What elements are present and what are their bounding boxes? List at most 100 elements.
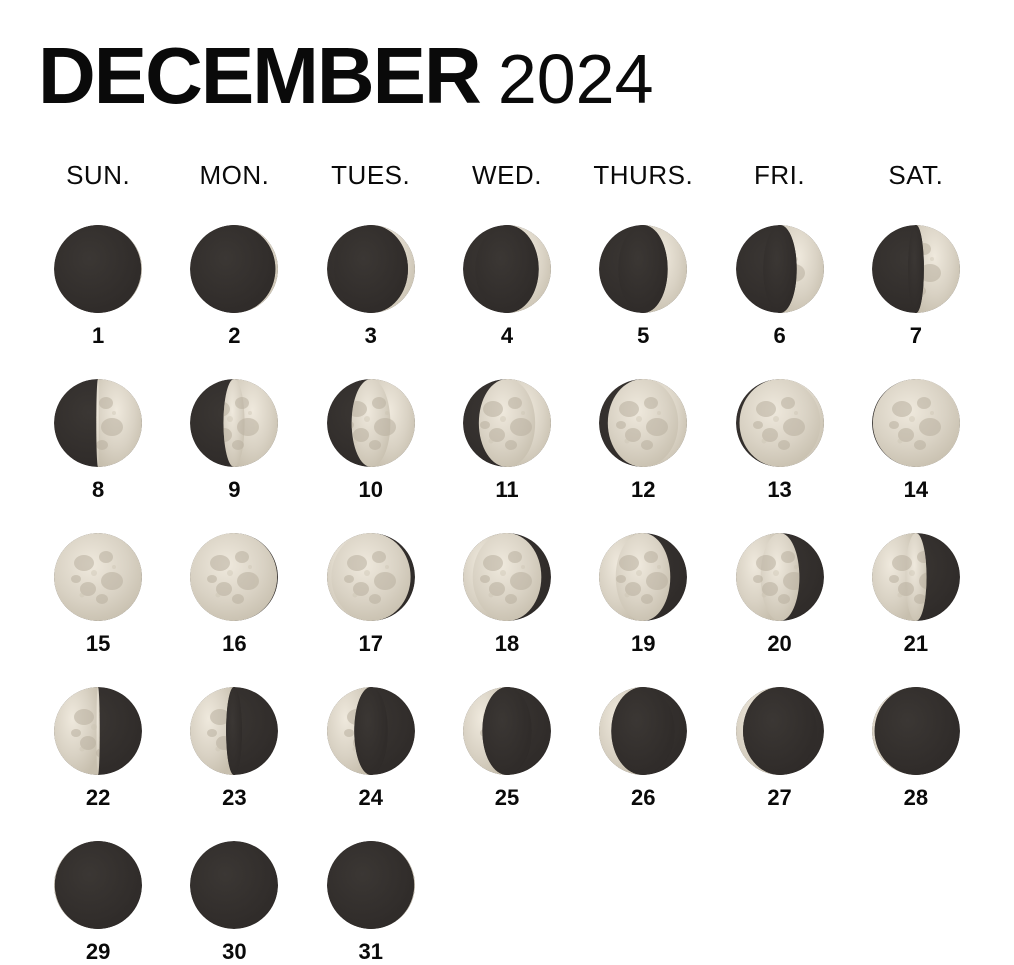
moon-phase-icon: [54, 687, 142, 775]
moon-phase-icon: [190, 225, 278, 313]
moon-phase-icon: [54, 225, 142, 313]
day-header: MON.: [166, 160, 302, 191]
moon-phase-icon: [599, 533, 687, 621]
calendar-day: 27: [711, 687, 847, 811]
day-header: FRI.: [711, 160, 847, 191]
day-number: 1: [92, 323, 104, 349]
moon-phase-icon: [190, 687, 278, 775]
moon-phase-icon: [463, 533, 551, 621]
calendar-day: 6: [711, 225, 847, 349]
moon-phase-icon: [872, 379, 960, 467]
calendar-day: 16: [166, 533, 302, 657]
calendar-day: 19: [575, 533, 711, 657]
calendar-day: 2: [166, 225, 302, 349]
day-number: 24: [358, 785, 382, 811]
moon-phase-icon: [736, 225, 824, 313]
day-number: 15: [86, 631, 110, 657]
moon-phase-icon: [190, 379, 278, 467]
day-number: 10: [358, 477, 382, 503]
calendar-day: 26: [575, 687, 711, 811]
day-number: 31: [358, 939, 382, 965]
moon-phase-icon: [54, 841, 142, 929]
day-header: SUN.: [30, 160, 166, 191]
year-label: 2024: [498, 39, 654, 119]
moon-phase-icon: [327, 379, 415, 467]
day-number: 13: [767, 477, 791, 503]
calendar-day: 10: [303, 379, 439, 503]
month-label: DECEMBER: [38, 30, 480, 122]
day-number: 6: [773, 323, 785, 349]
moon-phase-icon: [327, 533, 415, 621]
day-number: 19: [631, 631, 655, 657]
day-number: 30: [222, 939, 246, 965]
calendar-day: 23: [166, 687, 302, 811]
calendar-day: 30: [166, 841, 302, 965]
moon-phase-icon: [327, 225, 415, 313]
day-number: 11: [495, 477, 518, 503]
moon-phase-icon: [327, 841, 415, 929]
moon-phase-icon: [54, 379, 142, 467]
moon-phase-icon: [599, 225, 687, 313]
calendar-day: 5: [575, 225, 711, 349]
day-number: 14: [904, 477, 928, 503]
day-header: WED.: [439, 160, 575, 191]
calendar-day: 9: [166, 379, 302, 503]
day-number: 20: [767, 631, 791, 657]
moon-phase-icon: [872, 687, 960, 775]
moon-phase-icon: [54, 533, 142, 621]
day-number: 21: [904, 631, 928, 657]
calendar-day: 4: [439, 225, 575, 349]
calendar-day: 12: [575, 379, 711, 503]
moon-phase-icon: [327, 687, 415, 775]
day-number: 28: [904, 785, 928, 811]
moon-phase-icon: [599, 379, 687, 467]
day-header: THURS.: [575, 160, 711, 191]
moon-phase-icon: [463, 379, 551, 467]
day-number: 17: [358, 631, 382, 657]
calendar-day: 31: [303, 841, 439, 965]
moon-phase-icon: [463, 225, 551, 313]
day-number: 4: [501, 323, 513, 349]
day-number: 27: [767, 785, 791, 811]
moon-phase-icon: [872, 225, 960, 313]
day-number: 2: [228, 323, 240, 349]
calendar-day: 17: [303, 533, 439, 657]
moon-phase-icon: [190, 841, 278, 929]
calendar-day: 15: [30, 533, 166, 657]
moon-phase-icon: [736, 379, 824, 467]
moon-phase-icon: [463, 687, 551, 775]
day-number: 22: [86, 785, 110, 811]
day-number: 26: [631, 785, 655, 811]
moon-phase-icon: [872, 533, 960, 621]
calendar-grid: SUN.MON.TUES.WED.THURS.FRI.SAT. 1: [30, 160, 984, 965]
calendar-day: 13: [711, 379, 847, 503]
moon-phase-icon: [736, 687, 824, 775]
day-number: 16: [222, 631, 246, 657]
calendar-day: 28: [848, 687, 984, 811]
calendar-day: 25: [439, 687, 575, 811]
calendar-day: 1: [30, 225, 166, 349]
calendar-day: 8: [30, 379, 166, 503]
day-number: 23: [222, 785, 246, 811]
day-number: 25: [495, 785, 519, 811]
calendar-day: 18: [439, 533, 575, 657]
calendar-day: 14: [848, 379, 984, 503]
calendar-day: 20: [711, 533, 847, 657]
calendar-title: DECEMBER 2024: [38, 30, 984, 122]
calendar-day: 22: [30, 687, 166, 811]
day-number: 7: [910, 323, 922, 349]
day-header: SAT.: [848, 160, 984, 191]
calendar-day: 11: [439, 379, 575, 503]
moon-phase-icon: [190, 533, 278, 621]
moon-phase-icon: [736, 533, 824, 621]
day-header: TUES.: [303, 160, 439, 191]
day-number: 5: [637, 323, 649, 349]
calendar-day: 3: [303, 225, 439, 349]
day-number: 29: [86, 939, 110, 965]
day-number: 3: [365, 323, 377, 349]
day-number: 18: [495, 631, 519, 657]
calendar-day: 21: [848, 533, 984, 657]
day-number: 12: [631, 477, 655, 503]
moon-phase-icon: [599, 687, 687, 775]
day-number: 9: [228, 477, 240, 503]
